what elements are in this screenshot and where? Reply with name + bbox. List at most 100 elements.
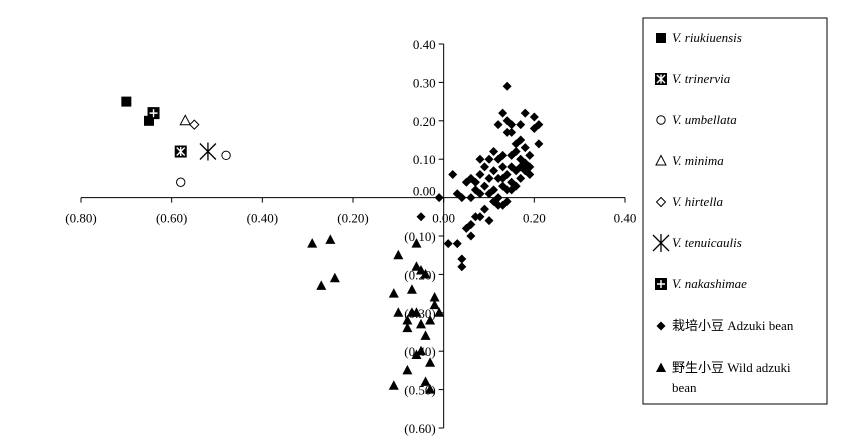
data-point <box>534 139 544 149</box>
data-point <box>457 254 467 264</box>
x-tick-label: (0.80) <box>65 211 96 226</box>
legend-marker <box>655 154 667 166</box>
y-tick-label: (0.20) <box>404 267 435 282</box>
data-point <box>388 288 399 298</box>
legend-label: 野生小豆 Wild adzuki bean <box>672 360 791 395</box>
data-point <box>411 261 422 271</box>
data-point <box>411 238 422 248</box>
data-point <box>393 307 404 317</box>
data-point <box>420 330 431 340</box>
legend-marker <box>652 234 670 252</box>
data-point <box>425 357 436 367</box>
data-point <box>511 139 521 149</box>
data-point <box>516 120 526 130</box>
legend-marker <box>655 196 667 208</box>
data-point <box>329 272 340 283</box>
data-point <box>498 200 508 210</box>
data-point <box>493 120 503 130</box>
x-tick-label: (0.40) <box>247 211 278 226</box>
data-point <box>475 189 485 199</box>
data-point <box>174 145 187 158</box>
data-point <box>466 219 476 229</box>
data-point <box>502 127 512 137</box>
x-tick-label: (0.20) <box>337 211 368 226</box>
legend-label: V. trinervia <box>672 71 731 86</box>
y-tick-label: 0.10 <box>413 152 436 167</box>
data-point <box>489 166 499 176</box>
data-point <box>429 299 440 310</box>
data-point <box>434 307 445 317</box>
data-point <box>416 345 426 356</box>
data-point <box>507 150 517 160</box>
x-tick-label: 0.00 <box>432 211 455 226</box>
data-point <box>179 114 192 126</box>
legend-marker <box>655 73 667 85</box>
legend-label-en: bean <box>672 380 697 395</box>
data-point <box>452 189 462 199</box>
data-point <box>448 170 458 180</box>
data-point <box>484 189 494 199</box>
legend-marker <box>656 115 666 125</box>
data-point <box>498 173 508 183</box>
legend-label-cn: 栽培小豆 <box>672 318 727 333</box>
data-point <box>443 239 453 249</box>
data-point <box>429 291 440 302</box>
data-point <box>502 185 512 195</box>
data-point <box>457 262 467 272</box>
data-point <box>406 307 417 317</box>
legend-label: V. riukiuensis <box>672 30 742 45</box>
x-tick-label: 0.40 <box>614 211 637 226</box>
data-point <box>189 119 200 130</box>
data-point <box>466 231 476 241</box>
data-point <box>479 204 489 214</box>
data-point <box>498 162 508 172</box>
data-point <box>393 249 404 260</box>
data-point <box>434 193 444 203</box>
data-point <box>475 154 485 164</box>
data-point <box>507 120 517 130</box>
data-point <box>484 173 494 183</box>
y-tick-label: 0.00 <box>413 184 436 199</box>
data-point <box>199 142 217 161</box>
data-point <box>307 238 318 248</box>
legend-label-cn: 野生小豆 <box>672 360 727 375</box>
legend-label: V. minima <box>672 153 724 168</box>
data-point <box>498 108 508 118</box>
data-point <box>420 268 431 279</box>
data-point <box>479 162 489 172</box>
data-point <box>507 162 517 172</box>
legend-marker <box>656 33 666 43</box>
data-points <box>121 81 544 394</box>
data-point <box>475 212 485 222</box>
y-tick-label: (0.50) <box>404 383 435 398</box>
data-point <box>425 314 436 325</box>
data-point <box>502 81 512 91</box>
data-point <box>176 177 186 187</box>
data-point <box>507 185 517 195</box>
legend-label: V. hirtella <box>672 194 724 209</box>
data-point <box>461 177 471 187</box>
legend-label: V. tenuicaulis <box>672 235 742 250</box>
data-point <box>493 154 503 164</box>
data-point <box>420 376 431 386</box>
data-point <box>466 193 476 203</box>
legend: V. riukiuensis V. trinervia V. umbellata V.… <box>642 17 828 405</box>
legend-marker <box>656 321 666 331</box>
data-point <box>402 322 413 333</box>
data-point <box>489 147 499 157</box>
legend-label: V. nakashimae <box>672 276 747 291</box>
data-point <box>529 123 539 133</box>
data-point <box>147 107 160 120</box>
data-point <box>520 108 530 118</box>
data-point <box>416 265 426 275</box>
data-point <box>325 234 336 244</box>
data-point <box>484 216 494 226</box>
data-point <box>525 150 535 160</box>
data-point <box>516 173 526 183</box>
data-point <box>520 166 530 176</box>
data-point <box>121 96 132 107</box>
data-point <box>511 166 521 176</box>
x-tick-label: (0.60) <box>156 211 187 226</box>
data-point <box>402 314 413 325</box>
y-tick-label: 0.20 <box>413 114 436 129</box>
